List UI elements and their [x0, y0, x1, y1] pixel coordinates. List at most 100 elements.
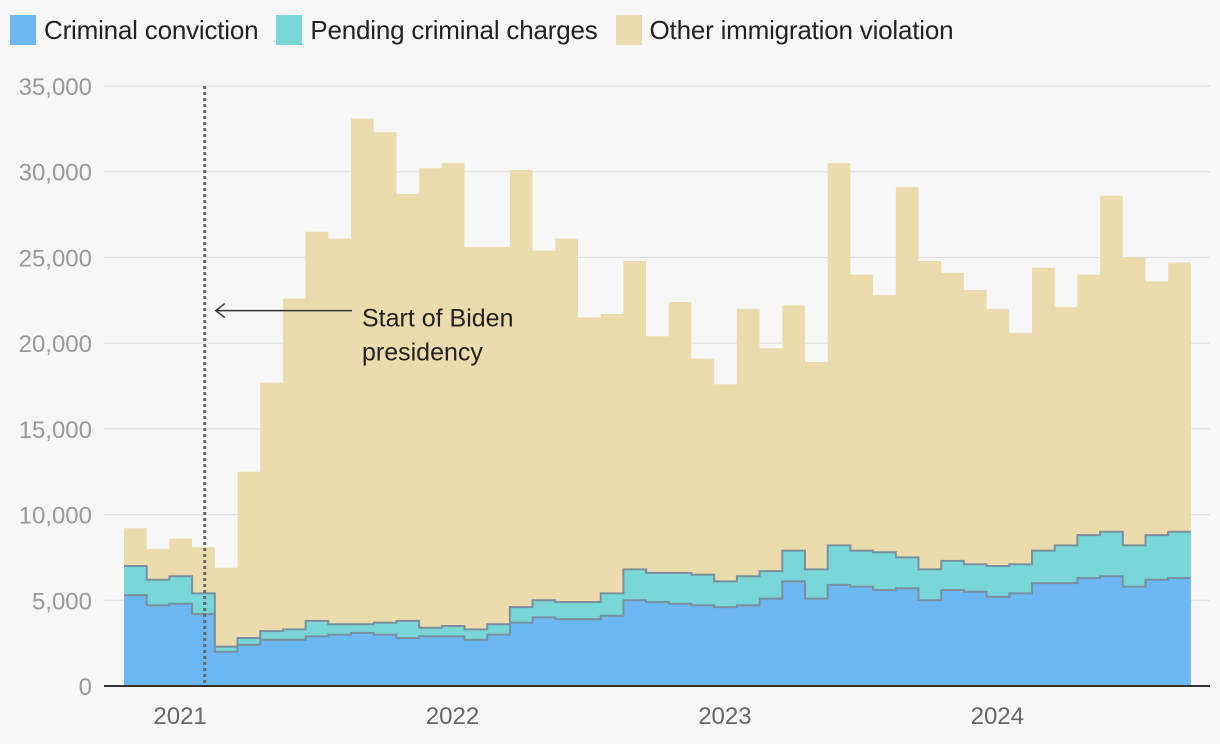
bar-other-immigration-violation-29 [782, 305, 805, 550]
bar-pending-criminal-charges-0 [124, 566, 147, 595]
bar-other-immigration-violation-27 [737, 309, 760, 576]
bar-criminal-conviction-10 [351, 633, 374, 686]
bar-pending-criminal-charges-43 [1100, 532, 1123, 577]
bar-pending-criminal-charges-21 [601, 593, 624, 615]
bar-pending-criminal-charges-6 [260, 631, 283, 640]
y-tick-label-5000: 5,000 [32, 588, 92, 615]
bar-other-immigration-violation-5 [238, 472, 261, 638]
bar-other-immigration-violation-31 [828, 163, 851, 545]
bar-pending-criminal-charges-44 [1123, 545, 1146, 586]
bar-criminal-conviction-44 [1123, 587, 1146, 686]
bar-criminal-conviction-1 [147, 605, 170, 686]
bar-criminal-conviction-12 [396, 638, 419, 686]
bar-criminal-conviction-7 [283, 640, 306, 686]
bar-criminal-conviction-38 [987, 597, 1010, 686]
bar-criminal-conviction-33 [873, 590, 896, 686]
bar-pending-criminal-charges-8 [306, 621, 329, 636]
bar-criminal-conviction-39 [1009, 593, 1032, 686]
bar-other-immigration-violation-8 [306, 232, 329, 621]
bar-other-immigration-violation-25 [692, 359, 715, 575]
bar-criminal-conviction-21 [601, 616, 624, 686]
legend-item-pending-criminal-charges: Pending criminal charges [276, 14, 598, 46]
bar-pending-criminal-charges-1 [147, 580, 170, 606]
bar-criminal-conviction-22 [623, 600, 646, 686]
bar-pending-criminal-charges-24 [669, 573, 692, 604]
bar-pending-criminal-charges-30 [805, 569, 828, 598]
bar-other-immigration-violation-30 [805, 362, 828, 569]
bar-other-immigration-violation-11 [374, 132, 397, 622]
area-pending-criminal-charges [124, 531, 1191, 652]
bar-criminal-conviction-36 [941, 590, 964, 686]
bar-pending-criminal-charges-38 [987, 566, 1010, 597]
bar-pending-criminal-charges-19 [555, 602, 578, 619]
bar-pending-criminal-charges-14 [442, 626, 465, 636]
bar-other-immigration-violation-7 [283, 299, 306, 630]
bar-criminal-conviction-6 [260, 640, 283, 686]
bar-pending-criminal-charges-31 [828, 545, 851, 584]
bar-other-immigration-violation-0 [124, 528, 147, 566]
bar-criminal-conviction-19 [555, 619, 578, 686]
bar-criminal-conviction-23 [646, 602, 669, 686]
legend-label-pending-criminal-charges: Pending criminal charges [310, 14, 598, 45]
bar-pending-criminal-charges-23 [646, 573, 669, 602]
y-tick-label-30000: 30,000 [19, 160, 92, 187]
bar-criminal-conviction-11 [374, 635, 397, 686]
bar-other-immigration-violation-36 [941, 273, 964, 561]
bar-pending-criminal-charges-33 [873, 552, 896, 590]
bar-criminal-conviction-18 [533, 617, 556, 686]
annotation-label-line-1: presidency [362, 339, 483, 367]
bar-pending-criminal-charges-45 [1146, 535, 1169, 580]
bar-other-immigration-violation-13 [419, 168, 442, 627]
bar-criminal-conviction-42 [1077, 578, 1100, 686]
bar-criminal-conviction-43 [1100, 576, 1123, 686]
axes: 0 5,000 10,000 15,000 20,000 25,000 30,000 35,0… [19, 74, 1210, 730]
bar-other-immigration-violation-37 [964, 290, 987, 564]
bar-criminal-conviction-14 [442, 636, 465, 686]
area-series [124, 118, 1191, 686]
bar-criminal-conviction-32 [850, 587, 873, 686]
bar-pending-criminal-charges-35 [919, 569, 942, 600]
bar-other-immigration-violation-38 [987, 309, 1010, 566]
bar-other-immigration-violation-6 [260, 383, 283, 632]
bar-pending-criminal-charges-11 [374, 623, 397, 635]
bar-criminal-conviction-24 [669, 604, 692, 686]
bar-pending-criminal-charges-42 [1077, 535, 1100, 578]
bar-other-immigration-violation-44 [1123, 257, 1146, 545]
area-criminal-conviction [124, 576, 1191, 686]
x-tick-label-2023: 2023 [698, 703, 751, 730]
bar-other-immigration-violation-12 [396, 194, 419, 621]
bar-other-immigration-violation-34 [896, 187, 919, 557]
bar-other-immigration-violation-24 [669, 302, 692, 573]
bar-criminal-conviction-28 [760, 599, 783, 686]
step-line-pending-criminal-charges [124, 530, 1191, 648]
bar-other-immigration-violation-42 [1077, 275, 1100, 536]
bar-criminal-conviction-41 [1055, 583, 1078, 686]
step-line-criminal-conviction [124, 575, 1191, 653]
bar-other-immigration-violation-35 [919, 261, 942, 570]
bar-pending-criminal-charges-26 [714, 581, 737, 607]
legend-item-other-immigration-violation: Other immigration violation [615, 15, 954, 46]
y-tick-label-10000: 10,000 [19, 503, 92, 530]
bar-other-immigration-violation-14 [442, 163, 465, 626]
legend-item-criminal-conviction: Criminal conviction [10, 15, 259, 46]
annotation-arrow-head [214, 302, 226, 319]
bar-criminal-conviction-45 [1146, 580, 1169, 686]
bar-pending-criminal-charges-7 [283, 629, 306, 639]
bar-other-immigration-violation-9 [328, 239, 351, 625]
bar-criminal-conviction-46 [1168, 578, 1191, 686]
bar-other-immigration-violation-10 [351, 119, 374, 625]
bar-criminal-conviction-20 [578, 619, 601, 686]
bar-pending-criminal-charges-36 [941, 561, 964, 590]
bar-criminal-conviction-5 [238, 645, 261, 686]
bar-pending-criminal-charges-20 [578, 602, 601, 619]
bar-other-immigration-violation-2 [169, 539, 192, 577]
bar-criminal-conviction-35 [919, 600, 942, 686]
bar-pending-criminal-charges-22 [623, 569, 646, 600]
bar-criminal-conviction-2 [169, 604, 192, 686]
bar-pending-criminal-charges-41 [1055, 545, 1078, 583]
bar-other-immigration-violation-46 [1168, 263, 1191, 532]
bar-other-immigration-violation-22 [623, 261, 646, 570]
bar-pending-criminal-charges-32 [850, 551, 873, 587]
bar-pending-criminal-charges-25 [692, 575, 715, 606]
